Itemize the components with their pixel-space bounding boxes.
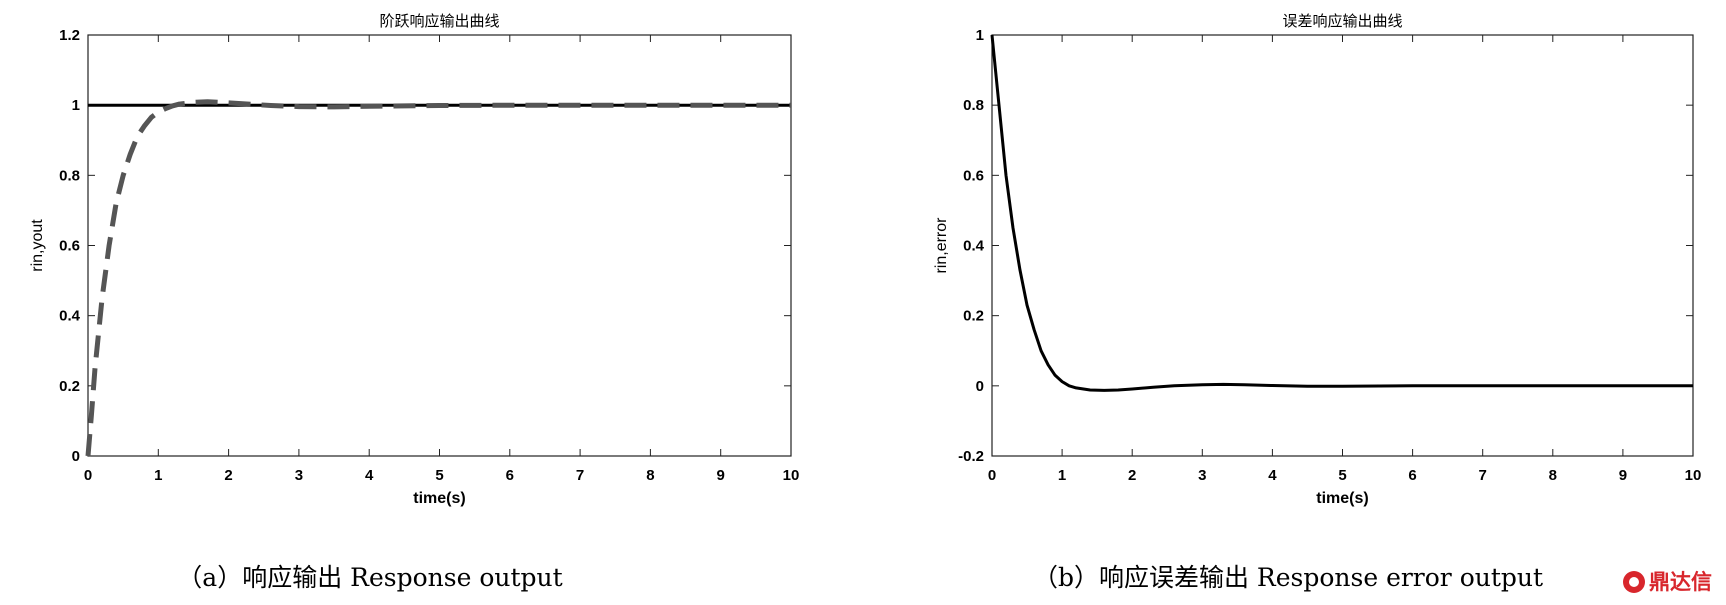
x-tick-label: 1 <box>154 467 162 484</box>
series-line-0 <box>990 34 1693 392</box>
y-tick-label: 0 <box>976 378 984 395</box>
y-tick-label: 0.8 <box>963 97 984 114</box>
x-tick-label: 10 <box>1685 467 1702 484</box>
axes-frame <box>991 34 1694 457</box>
x-tick-label: 1 <box>1058 467 1066 484</box>
x-tick-label: 4 <box>1268 467 1277 484</box>
x-tick-label: 5 <box>1338 467 1346 484</box>
caption-a: （a）响应输出 Response output <box>177 563 562 592</box>
y-tick-label: 0 <box>72 448 80 465</box>
x-tick-label: 6 <box>506 467 514 484</box>
y-tick-label: 0.2 <box>963 308 984 325</box>
x-tick-label: 5 <box>435 467 443 484</box>
x-tick-label: 4 <box>365 467 374 484</box>
y-tick-label: 0.4 <box>963 238 985 255</box>
x-tick-label: 10 <box>783 467 800 484</box>
chart-title: 误差响应输出曲线 <box>1282 12 1402 30</box>
x-axis-label: time(s) <box>1316 490 1368 507</box>
error-response-chart: 0 1 2 3 4 5 6 7 8 9 10-0.200.20.40.60.81误差响应输出曲线ti… <box>933 12 1701 507</box>
x-tick-label: 2 <box>1128 467 1136 484</box>
y-tick-label: -0.2 <box>958 448 984 465</box>
x-tick-label: 0 <box>988 467 996 484</box>
x-tick-label: 3 <box>295 467 303 484</box>
x-tick-label: 8 <box>646 467 654 484</box>
watermark-logo-inner-icon <box>1629 577 1639 587</box>
y-tick-label: 0.8 <box>59 167 80 184</box>
y-tick-label: 0.2 <box>59 378 80 395</box>
caption-b: （b）响应误差输出 Response error output <box>1033 563 1543 592</box>
x-tick-label: 7 <box>576 467 584 484</box>
x-tick-label: 3 <box>1198 467 1206 484</box>
y-tick-label: 0.4 <box>59 308 81 325</box>
y-tick-label: 1 <box>72 97 80 114</box>
x-axis-label: time(s) <box>413 490 465 507</box>
y-axis-label: rin,error <box>933 217 950 274</box>
axes-frame <box>87 34 792 457</box>
y-tick-label: 0.6 <box>59 238 80 255</box>
y-tick-label: 1 <box>976 27 984 44</box>
series-line-1 <box>85 99 791 457</box>
chart-title: 阶跃响应输出曲线 <box>379 12 499 30</box>
y-tick-label: 0.6 <box>963 167 984 184</box>
y-axis-label: rin,yout <box>29 219 46 272</box>
x-tick-label: 9 <box>1619 467 1627 484</box>
x-tick-label: 0 <box>84 467 92 484</box>
x-tick-label: 6 <box>1408 467 1416 484</box>
watermark: 鼎达信 <box>1623 570 1712 594</box>
x-tick-label: 9 <box>717 467 725 484</box>
x-tick-label: 2 <box>224 467 232 484</box>
x-tick-label: 7 <box>1479 467 1487 484</box>
watermark-text: 鼎达信 <box>1649 570 1712 594</box>
y-tick-label: 1.2 <box>59 27 80 44</box>
step-response-chart: 0 1 2 3 4 5 6 7 8 9 10 0 0.2 0.4 0.6 0.8 1 1.2 阶跃响应输出曲线 tim… <box>29 12 799 507</box>
x-tick-label: 8 <box>1549 467 1557 484</box>
